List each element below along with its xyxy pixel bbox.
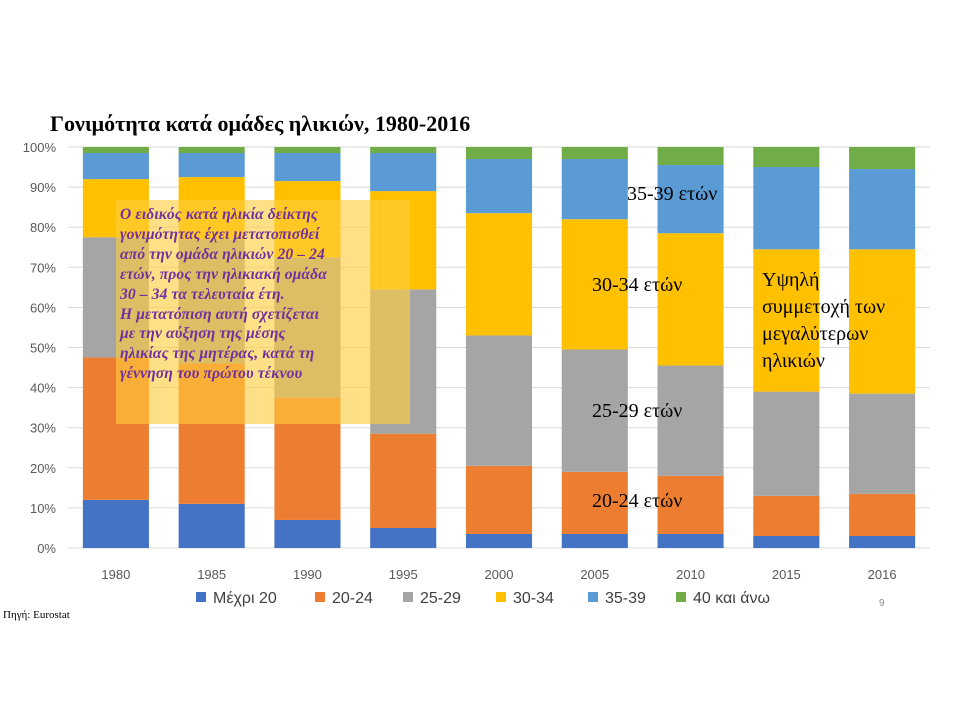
callout-text: Ο ειδικός κατά ηλικία δείκτης γονιμότητα…: [120, 206, 327, 383]
bar-segment: [849, 493, 916, 536]
bar-segment: [849, 169, 916, 250]
bar-segment: [82, 499, 149, 548]
chart-title: Γονιμότητα κατά ομάδες ηλικιών, 1980-201…: [50, 111, 471, 136]
legend: Μέχρι 20 20-24 25-29 30-34 35-39 40 και άνω: [196, 590, 770, 607]
bar-segment: [465, 335, 533, 466]
callout-box: [116, 200, 410, 424]
legend-swatch: [403, 592, 413, 602]
legend-swatch: [315, 592, 325, 602]
y-tick-label: 30%: [30, 421, 56, 436]
bar-segment: [753, 147, 820, 168]
annotation-20-24: 20-24 ετών: [592, 490, 683, 512]
bar-segment: [370, 147, 437, 154]
bar-segment: [465, 533, 533, 548]
bar-segment: [561, 533, 628, 548]
bar-segment: [561, 219, 628, 350]
annotation-25-29: 25-29 ετών: [592, 400, 683, 422]
bar-segment: [849, 535, 916, 548]
legend-swatch: [588, 592, 598, 602]
x-tick-label: 1995: [389, 567, 418, 582]
bar-segment: [849, 393, 916, 494]
bar-segment: [465, 159, 533, 214]
legend-swatch: [496, 592, 506, 602]
legend-label: 20-24: [332, 590, 373, 607]
page-number: 9: [879, 598, 885, 609]
bar-segment: [178, 153, 245, 178]
bar-segment: [274, 519, 341, 548]
bar-segment: [561, 147, 628, 160]
annotation-35-39: 35-39 ετών: [627, 183, 718, 205]
bar-segment: [370, 153, 437, 192]
y-tick-label: 90%: [30, 180, 56, 195]
bar-segment: [561, 159, 628, 220]
y-tick-label: 50%: [30, 341, 56, 356]
bar-segment: [82, 153, 149, 180]
y-tick-label: 40%: [30, 381, 56, 396]
x-tick-label: 1980: [101, 567, 130, 582]
y-tick-label: 10%: [30, 501, 56, 516]
bar-segment: [657, 147, 724, 166]
bar-segment: [178, 147, 245, 154]
bar-segment: [753, 391, 820, 496]
bar-segment: [657, 475, 724, 534]
bar-segment: [274, 153, 341, 182]
legend-swatch: [676, 592, 686, 602]
bar-segment: [849, 147, 916, 170]
y-tick-label: 80%: [30, 220, 56, 235]
x-tick-label: 2016: [868, 567, 897, 582]
x-tick-label: 1985: [197, 567, 226, 582]
bar-segment: [561, 349, 628, 472]
bar-segment: [753, 535, 820, 548]
x-tick-label: 2000: [485, 567, 514, 582]
bar-segment: [657, 365, 724, 476]
legend-label: Μέχρι 20: [213, 590, 277, 607]
bar-segment: [657, 233, 724, 366]
bar-segment: [753, 249, 820, 392]
bar-segment: [82, 147, 149, 154]
bar-segment: [465, 147, 533, 160]
bar-segment: [465, 213, 533, 336]
x-tick-label: 2015: [772, 567, 801, 582]
bar-segment: [465, 465, 533, 534]
legend-label: 25-29: [420, 590, 461, 607]
legend-label: 30-34: [513, 590, 554, 607]
y-axis: 0% 10% 20% 30% 40% 50% 60% 70% 80% 90% 100%: [23, 140, 57, 556]
bar-segment: [753, 167, 820, 250]
x-tick-label: 1990: [293, 567, 322, 582]
bar-segment: [370, 433, 437, 528]
annotation-30-34: 30-34 ετών: [592, 274, 683, 296]
y-tick-label: 0%: [37, 541, 56, 556]
x-tick-label: 2010: [676, 567, 705, 582]
bar-segment: [370, 527, 437, 548]
y-tick-label: 60%: [30, 300, 56, 315]
bar-segment: [274, 147, 341, 154]
bar-segment: [753, 495, 820, 536]
bar-segment: [178, 503, 245, 548]
y-tick-label: 70%: [30, 260, 56, 275]
bar-segment: [657, 165, 724, 234]
x-axis: 1980 1985 1990 1995 2000 2005 2010 2015 2016: [101, 567, 896, 582]
y-tick-label: 20%: [30, 461, 56, 476]
bar-segment: [561, 471, 628, 534]
legend-label: 40 και άνω: [693, 590, 770, 607]
bar-segment: [657, 533, 724, 548]
legend-swatch: [196, 592, 206, 602]
bar-segment: [849, 249, 916, 394]
x-tick-label: 2005: [580, 567, 609, 582]
y-tick-label: 100%: [23, 140, 57, 155]
legend-label: 35-39: [605, 590, 646, 607]
source-note: Πηγή: Eurostat: [3, 609, 70, 621]
annotation-older-ages: Υψηλή συμμετοχή των μεγαλύτερων ηλικιών: [762, 269, 886, 372]
